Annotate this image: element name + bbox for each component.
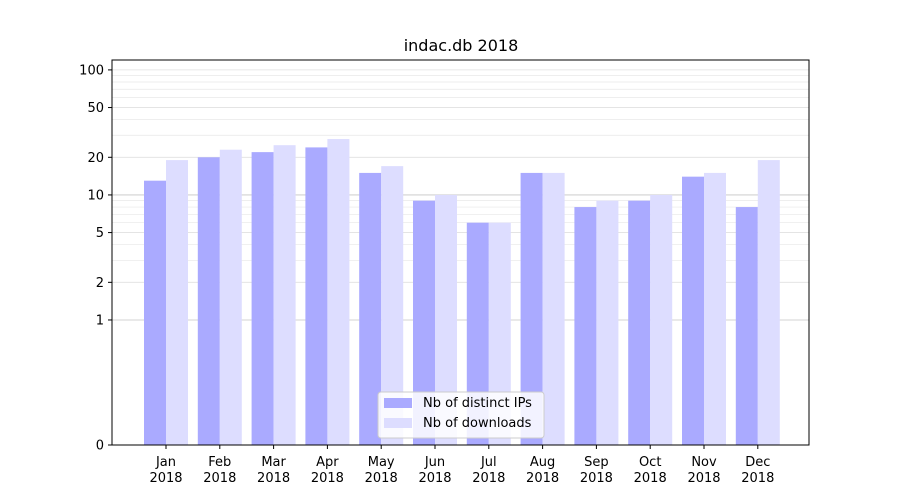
y-tick-label: 50 bbox=[87, 101, 104, 116]
x-tick-label: Sep 2018 bbox=[580, 455, 613, 486]
y-tick-label: 1 bbox=[96, 313, 104, 328]
bar-distinct-ips-nov bbox=[682, 176, 704, 445]
bar-distinct-ips-jul bbox=[466, 222, 489, 445]
bars bbox=[144, 139, 780, 446]
bar-downloads-apr bbox=[327, 139, 350, 445]
bar-distinct-ips-aug bbox=[520, 172, 543, 445]
bar-downloads-jul bbox=[488, 222, 511, 445]
legend-swatch bbox=[384, 418, 412, 428]
bar-downloads-dec bbox=[757, 160, 780, 445]
bar-distinct-ips-oct bbox=[628, 200, 651, 445]
bar-distinct-ips-sep bbox=[574, 207, 597, 445]
x-tick-label: Jun 2018 bbox=[418, 455, 451, 486]
legend-box bbox=[377, 391, 545, 439]
bar-downloads-nov bbox=[704, 172, 726, 445]
bar-distinct-ips-may bbox=[359, 172, 382, 445]
x-tick-label: Apr 2018 bbox=[311, 455, 344, 486]
bar-downloads-may bbox=[381, 166, 404, 445]
legend-label: Nb of downloads bbox=[423, 416, 532, 431]
bar-distinct-ips-apr bbox=[305, 147, 328, 446]
y-tick-label: 5 bbox=[96, 226, 104, 241]
legend-label: Nb of distinct IPs bbox=[423, 396, 532, 411]
x-tick-label: Jan 2018 bbox=[149, 455, 182, 486]
x-tick-label: Feb 2018 bbox=[203, 455, 236, 486]
bar-distinct-ips-dec bbox=[735, 207, 758, 445]
bar-downloads-oct bbox=[650, 194, 673, 445]
bar-downloads-mar bbox=[273, 145, 296, 445]
bar-distinct-ips-jun bbox=[413, 200, 435, 445]
bar-distinct-ips-jan bbox=[144, 180, 166, 445]
x-tick-label: Aug 2018 bbox=[526, 455, 559, 486]
y-tick-label: 100 bbox=[79, 63, 104, 78]
x-tick-label: Jul 2018 bbox=[472, 455, 505, 486]
y-axis: 0 1 2 5 10 20 50 100 bbox=[79, 63, 112, 454]
bar-distinct-ips-feb bbox=[197, 157, 220, 445]
legend-swatch bbox=[384, 398, 412, 408]
y-tick-label: 0 bbox=[96, 439, 104, 454]
plot-frame bbox=[111, 59, 810, 446]
y-tick-label: 10 bbox=[87, 188, 104, 203]
x-tick-label: Dec 2018 bbox=[741, 455, 774, 486]
bar-downloads-jun bbox=[435, 194, 457, 445]
bar-downloads-aug bbox=[542, 172, 565, 445]
x-tick-label: Nov 2018 bbox=[687, 455, 720, 486]
bar-downloads-jan bbox=[166, 160, 188, 445]
chart-title: indac.db 2018 bbox=[404, 36, 519, 55]
legend: Nb of distinct IPs Nb of downloads bbox=[377, 391, 545, 439]
x-tick-label: Oct 2018 bbox=[634, 455, 667, 486]
x-tick-label: May 2018 bbox=[365, 455, 398, 486]
y-tick-label: 20 bbox=[87, 151, 104, 166]
bar-downloads-feb bbox=[219, 149, 242, 446]
y-tick-label: 2 bbox=[96, 276, 104, 291]
x-axis: Jan 2018 Feb 2018 Mar 2018 Apr 2018 May 2018 Jun 20… bbox=[149, 445, 774, 486]
bar-distinct-ips-mar bbox=[251, 152, 274, 445]
x-tick-label: Mar 2018 bbox=[257, 455, 290, 486]
bar-downloads-sep bbox=[596, 200, 619, 445]
